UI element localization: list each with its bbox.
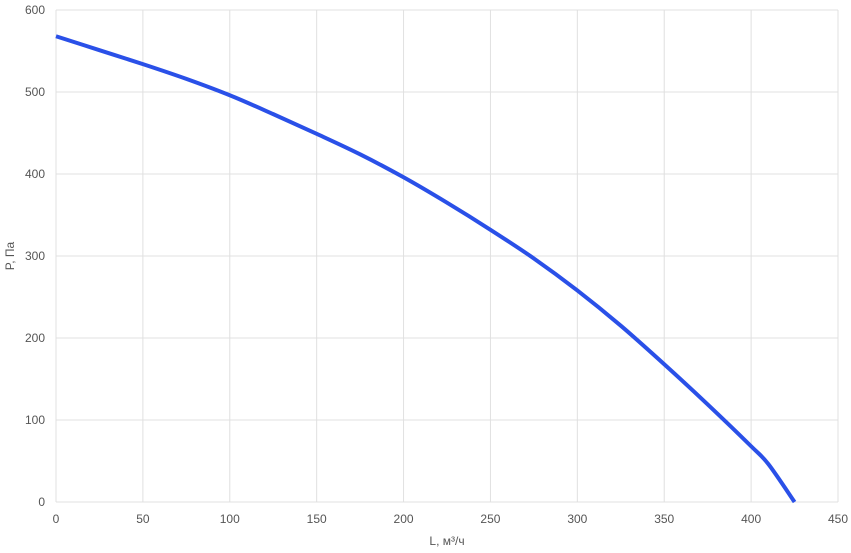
series-line [55, 34, 797, 504]
y-tick-label: 300 [25, 249, 45, 263]
x-tick-label: 0 [53, 512, 60, 526]
x-tick-label: 50 [136, 512, 150, 526]
series-layer [55, 34, 797, 504]
x-tick-label: 100 [220, 512, 240, 526]
x-tick-label: 400 [741, 512, 761, 526]
y-tick-label: 400 [25, 167, 45, 181]
tick-labels: 0 50 100 150 200 250 300 350 400 450 0 100 200 300 400… [25, 3, 848, 526]
x-tick-label: 300 [567, 512, 587, 526]
y-tick-label: 600 [25, 3, 45, 17]
x-tick-label: 250 [480, 512, 500, 526]
y-tick-label: 0 [38, 495, 45, 509]
x-tick-label: 150 [307, 512, 327, 526]
y-tick-label: 100 [25, 413, 45, 427]
y-tick-label: 500 [25, 85, 45, 99]
x-tick-label: 350 [654, 512, 674, 526]
x-tick-label: 450 [828, 512, 848, 526]
grid [55, 9, 839, 503]
x-tick-label: 200 [394, 512, 414, 526]
y-axis-label: P, Па [3, 241, 17, 270]
y-tick-label: 200 [25, 331, 45, 345]
x-axis-label: L, м³/ч [429, 534, 464, 548]
